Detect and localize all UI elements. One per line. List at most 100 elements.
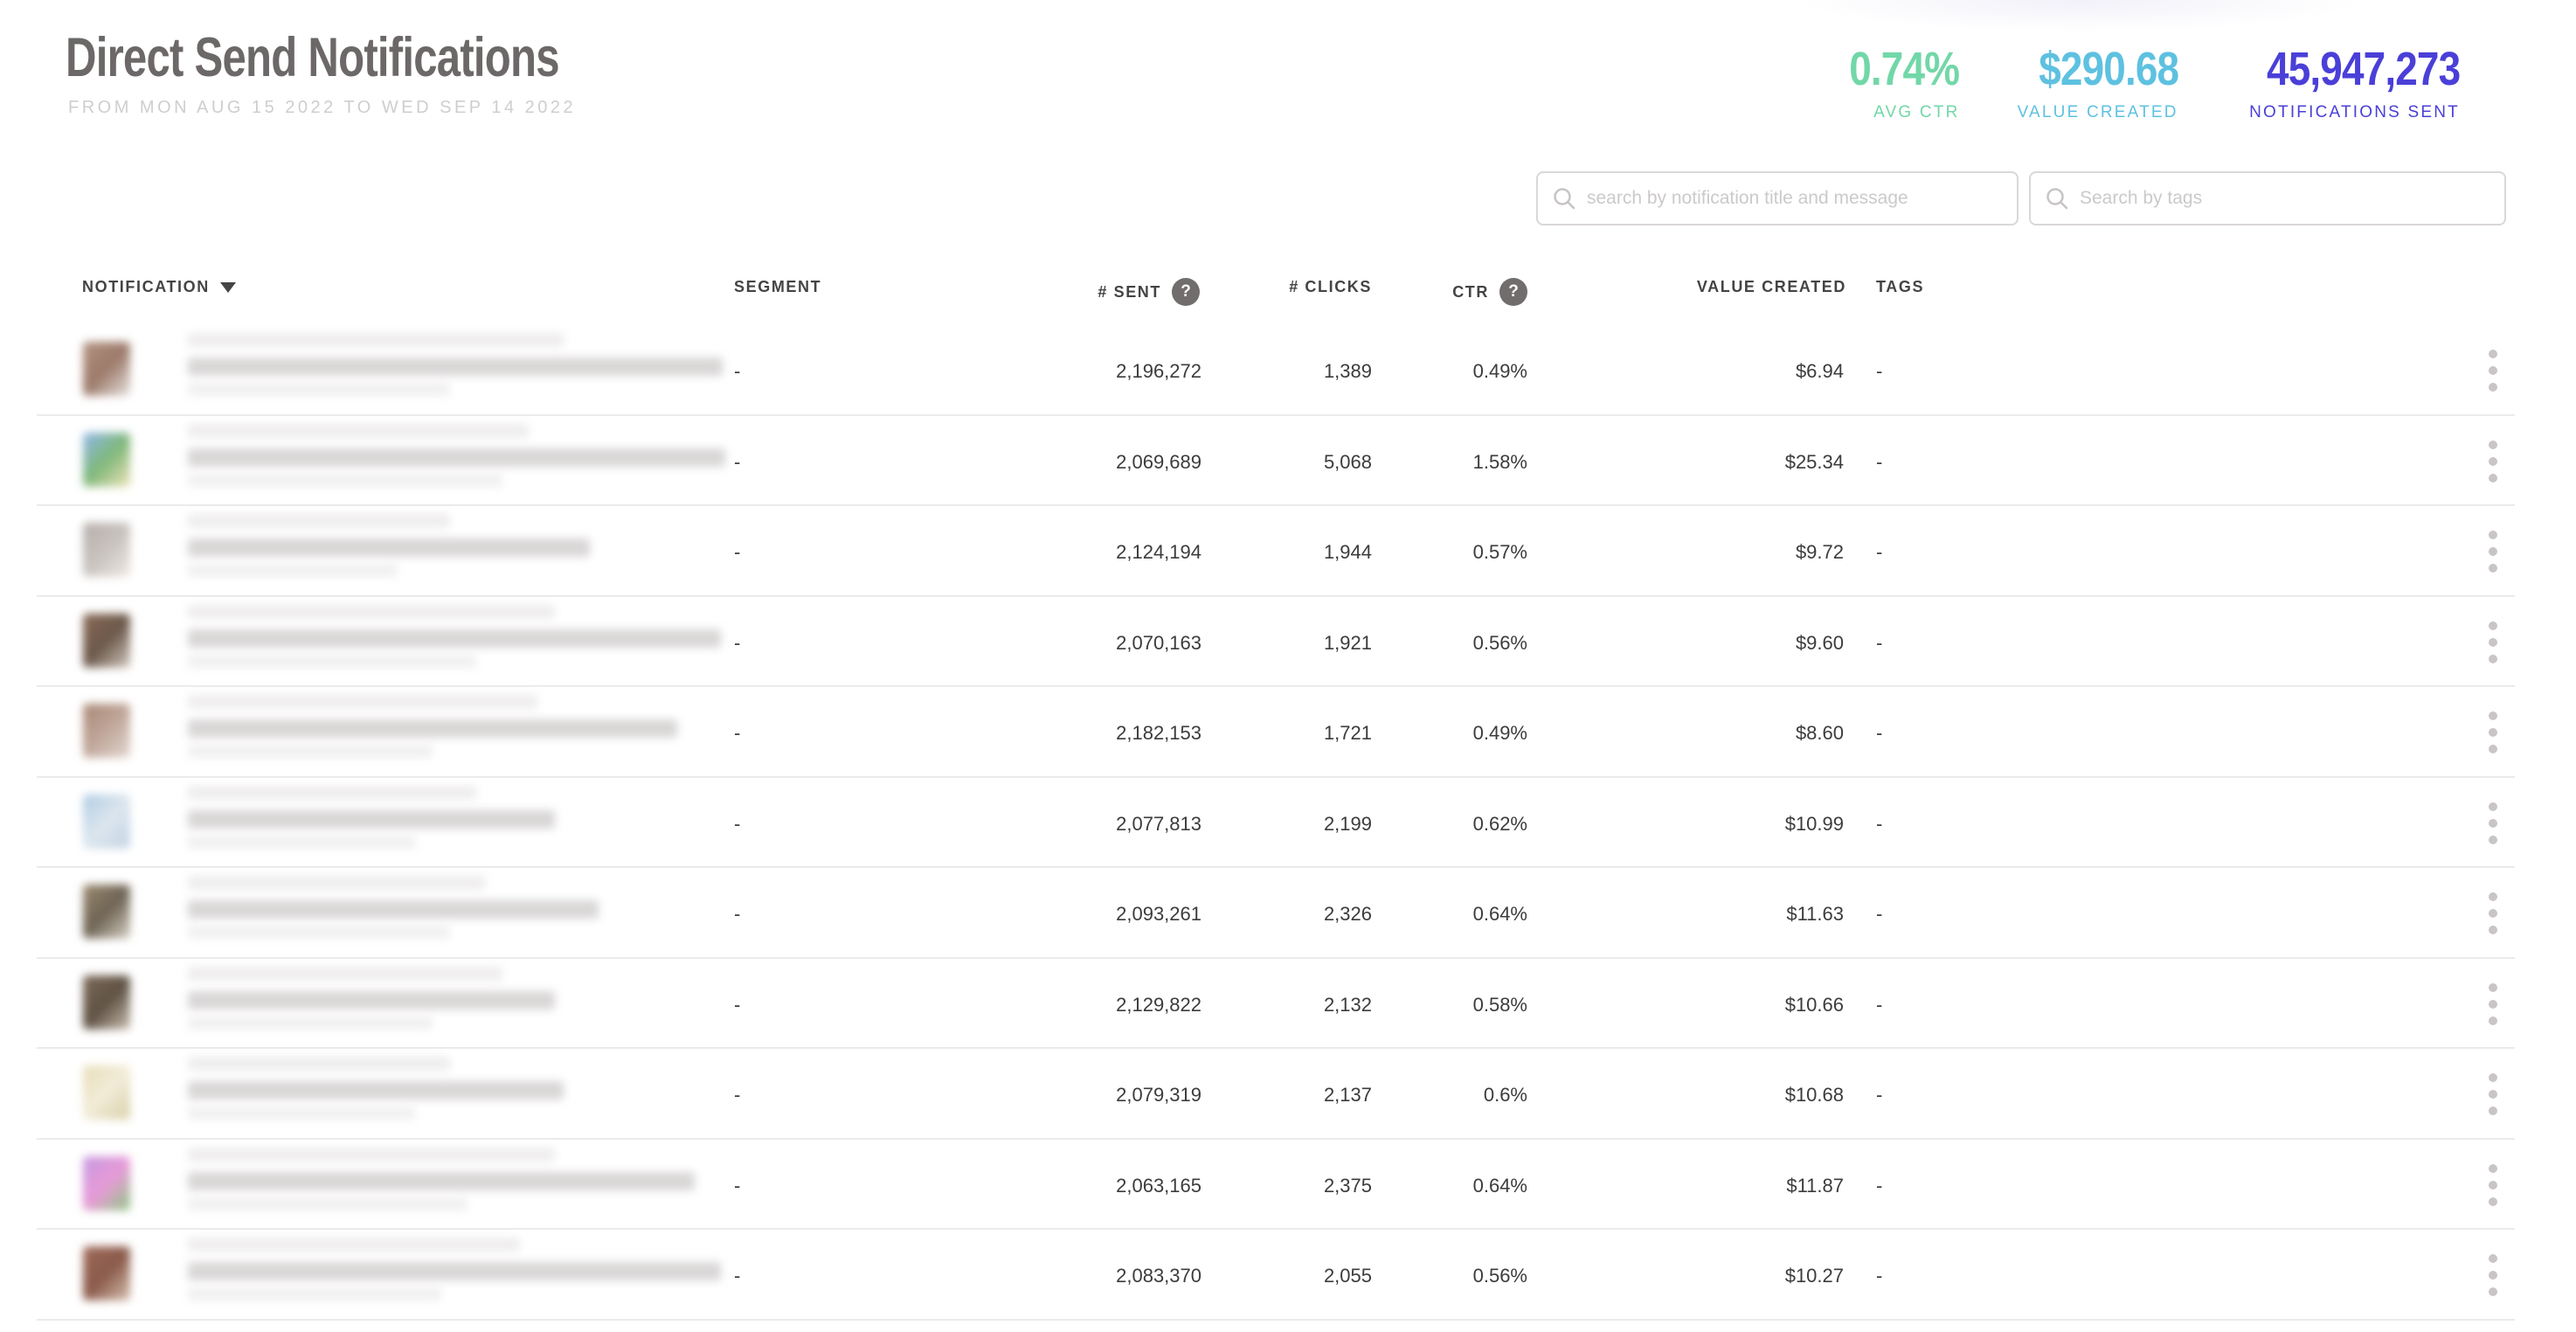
clicks-cell: 2,132 bbox=[1323, 993, 1372, 1016]
segment-cell: - bbox=[734, 360, 741, 382]
row-menu-button[interactable] bbox=[2483, 801, 2503, 844]
tags-cell: - bbox=[1876, 360, 1883, 382]
tags-cell: - bbox=[1876, 722, 1883, 744]
tags-cell: - bbox=[1876, 450, 1883, 473]
blurred-text-line bbox=[188, 383, 450, 396]
table-row[interactable]: - 2,070,163 1,921 0.56% $9.60 - bbox=[37, 597, 2515, 687]
row-menu-button[interactable] bbox=[2483, 1073, 2503, 1115]
blurred-text-line bbox=[188, 785, 476, 800]
page-title: Direct Send Notifications bbox=[66, 27, 560, 88]
row-menu-button[interactable] bbox=[2483, 621, 2503, 663]
tags-header-label: TAGS bbox=[1876, 278, 1925, 295]
blurred-text-line bbox=[188, 835, 415, 849]
segment-cell: - bbox=[734, 541, 741, 563]
column-header-tags: TAGS bbox=[1876, 278, 1924, 296]
table-row[interactable]: - 2,182,153 1,721 0.49% $8.60 - bbox=[37, 687, 2515, 778]
notification-thumbnail bbox=[83, 1155, 130, 1211]
blurred-text-line bbox=[188, 333, 564, 347]
sent-cell: 2,124,194 bbox=[1116, 541, 1201, 563]
notification-thumbnail bbox=[83, 613, 130, 668]
ctr-header-label: CTR bbox=[1452, 282, 1489, 301]
table-row[interactable]: - 2,063,165 2,375 0.64% $11.87 - bbox=[37, 1140, 2515, 1230]
row-menu-button[interactable] bbox=[2483, 711, 2503, 753]
blurred-text-line bbox=[188, 719, 677, 738]
column-header-notification[interactable]: NOTIFICATION bbox=[82, 278, 236, 296]
segment-header-label: SEGMENT bbox=[734, 278, 822, 295]
ctr-cell: 0.56% bbox=[1472, 1265, 1527, 1287]
notification-thumbnail bbox=[83, 794, 130, 849]
row-menu-button[interactable] bbox=[2483, 1254, 2503, 1296]
sent-cell: 2,063,165 bbox=[1116, 1174, 1201, 1197]
blurred-text-line bbox=[188, 1081, 564, 1100]
clicks-cell: 1,721 bbox=[1323, 722, 1372, 744]
tags-cell: - bbox=[1876, 993, 1883, 1016]
notifications-sent-value: 45,947,273 bbox=[2266, 43, 2461, 95]
sent-cell: 2,079,319 bbox=[1116, 1084, 1201, 1106]
blurred-text-line bbox=[188, 628, 721, 648]
blurred-text-line bbox=[188, 1016, 433, 1030]
sent-cell: 2,083,370 bbox=[1116, 1265, 1201, 1287]
table-row[interactable]: - 2,077,813 2,199 0.62% $10.99 - bbox=[37, 778, 2515, 868]
table-row[interactable]: - 2,196,272 1,389 0.49% $6.94 - bbox=[37, 325, 2515, 416]
ctr-cell: 0.58% bbox=[1472, 993, 1527, 1016]
notification-thumbnail bbox=[83, 1065, 130, 1120]
blurred-text-line bbox=[188, 564, 398, 577]
value-created-cell: $6.94 bbox=[1795, 360, 1844, 382]
sent-cell: 2,093,261 bbox=[1116, 903, 1201, 925]
blurred-text-line bbox=[188, 1057, 450, 1071]
notification-search-input[interactable] bbox=[1587, 188, 2003, 209]
ctr-cell: 0.57% bbox=[1472, 541, 1527, 563]
table-row[interactable]: - 2,079,319 2,137 0.6% $10.68 - bbox=[37, 1049, 2515, 1140]
sent-cell: 2,077,813 bbox=[1116, 812, 1201, 835]
sent-help-icon[interactable]: ? bbox=[1172, 278, 1200, 306]
clicks-cell: 1,389 bbox=[1323, 360, 1372, 382]
notification-thumbnail bbox=[83, 1246, 130, 1301]
segment-cell: - bbox=[734, 1174, 741, 1197]
column-header-segment: SEGMENT bbox=[734, 278, 821, 296]
tags-cell: - bbox=[1876, 1265, 1883, 1287]
tags-search-box[interactable] bbox=[2029, 171, 2506, 225]
blurred-text-line bbox=[188, 1197, 467, 1211]
tags-search-input[interactable] bbox=[2080, 188, 2490, 209]
row-menu-button[interactable] bbox=[2483, 350, 2503, 392]
sent-cell: 2,129,822 bbox=[1116, 993, 1201, 1016]
value-created-cell: $11.63 bbox=[1786, 903, 1844, 925]
blurred-text-line bbox=[188, 514, 450, 528]
table-row[interactable]: - 2,129,822 2,132 0.58% $10.66 - bbox=[37, 959, 2515, 1049]
ctr-cell: 0.49% bbox=[1472, 722, 1527, 744]
tags-cell: - bbox=[1876, 903, 1883, 925]
table-row[interactable]: - 2,069,689 5,068 1.58% $25.34 - bbox=[37, 416, 2515, 506]
notification-search-box[interactable] bbox=[1536, 171, 2019, 225]
blurred-text-line bbox=[188, 900, 599, 919]
ctr-cell: 0.62% bbox=[1472, 812, 1527, 835]
column-header-sent: # SENT ? bbox=[1098, 278, 1200, 306]
row-menu-button[interactable] bbox=[2483, 440, 2503, 482]
notification-thumbnail bbox=[83, 975, 130, 1030]
sent-cell: 2,196,272 bbox=[1116, 360, 1201, 382]
row-menu-button[interactable] bbox=[2483, 892, 2503, 934]
table-row[interactable]: - 2,083,370 2,055 0.56% $10.27 - bbox=[37, 1230, 2515, 1321]
table-row[interactable]: - 2,093,261 2,326 0.64% $11.63 - bbox=[37, 868, 2515, 959]
sent-cell: 2,182,153 bbox=[1116, 722, 1201, 744]
blurred-text-line bbox=[188, 876, 485, 890]
row-menu-button[interactable] bbox=[2483, 1163, 2503, 1206]
blurred-text-line bbox=[188, 926, 450, 939]
clicks-cell: 2,375 bbox=[1323, 1174, 1372, 1197]
ctr-help-icon[interactable]: ? bbox=[1499, 278, 1527, 306]
notification-thumbnail bbox=[83, 342, 130, 396]
value-created-header-label: VALUE CREATED bbox=[1696, 278, 1846, 295]
value-created-label: VALUE CREATED bbox=[2017, 103, 2178, 121]
tags-cell: - bbox=[1876, 541, 1883, 563]
summary-stats: 0.74% AVG CTR $290.68 VALUE CREATED 45,9… bbox=[1830, 42, 2461, 122]
notification-thumbnail bbox=[83, 523, 130, 577]
segment-cell: - bbox=[734, 631, 741, 654]
avg-ctr-value: 0.74% bbox=[1849, 43, 1961, 95]
table-row[interactable]: - 2,124,194 1,944 0.57% $9.72 - bbox=[37, 506, 2515, 597]
row-menu-button[interactable] bbox=[2483, 531, 2503, 572]
stat-notifications-sent: 45,947,273 NOTIFICATIONS SENT bbox=[2233, 42, 2461, 122]
value-created-cell: $10.27 bbox=[1784, 1265, 1844, 1287]
row-menu-button[interactable] bbox=[2483, 982, 2503, 1025]
ctr-cell: 0.56% bbox=[1472, 631, 1527, 654]
cutoff-popover-blur bbox=[1800, 0, 2359, 31]
